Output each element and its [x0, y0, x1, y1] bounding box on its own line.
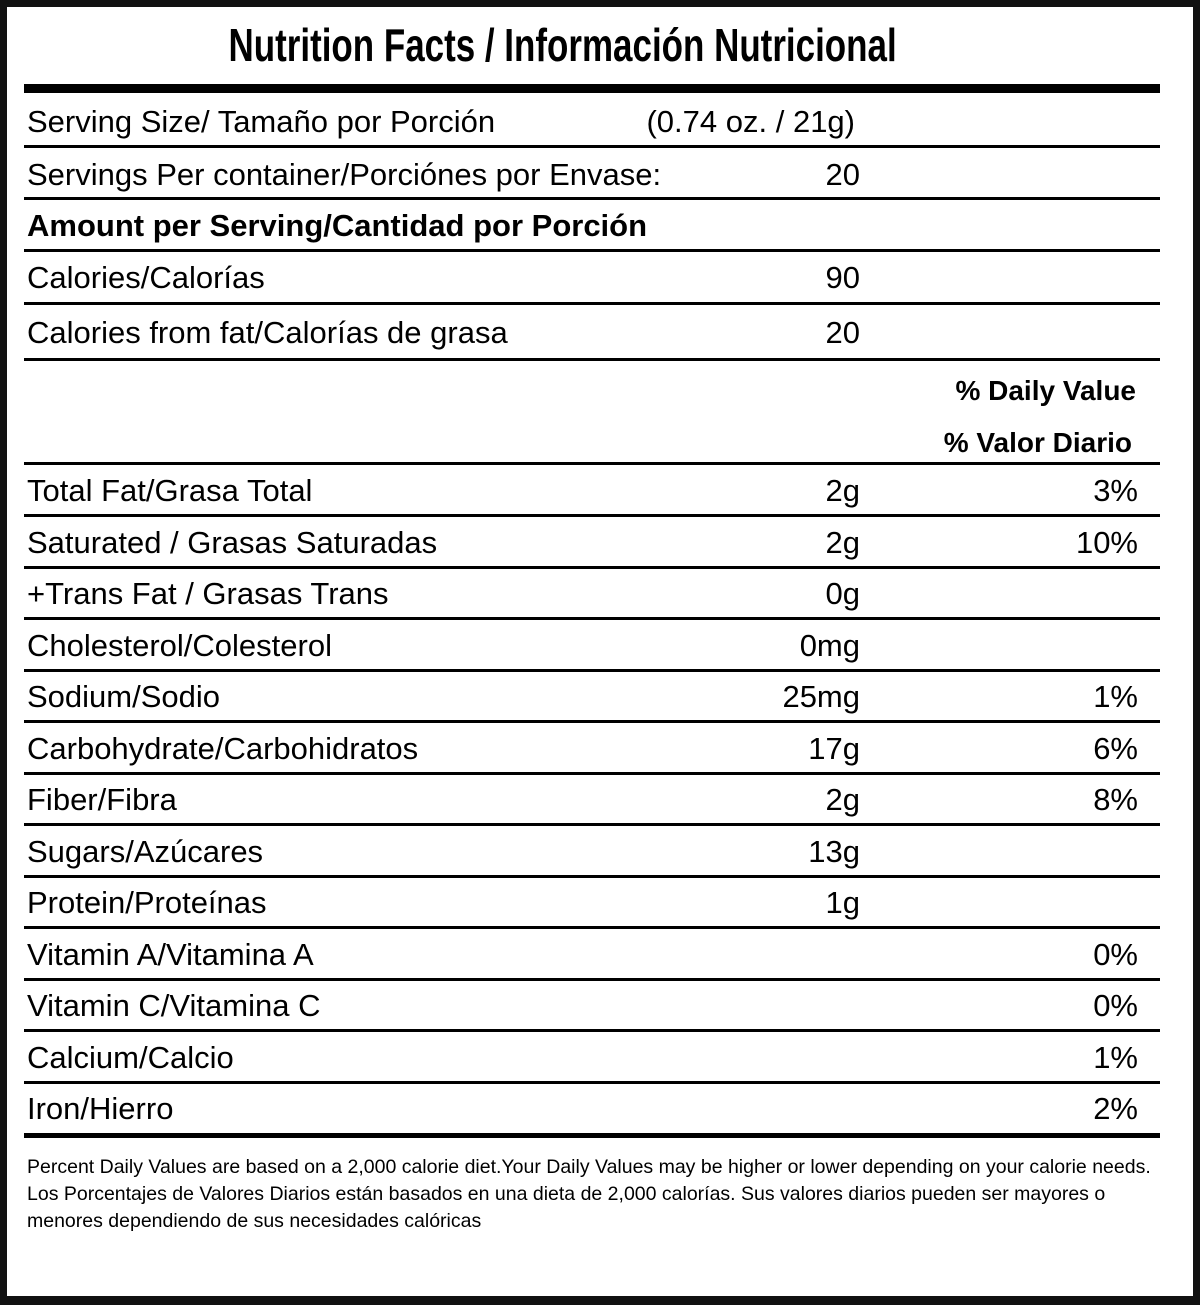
nutrient-label: Iron/Hierro: [27, 1091, 174, 1126]
daily-value-header-en: % Daily Value: [955, 375, 1136, 406]
nutrient-label: Saturated / Grasas Saturadas: [27, 524, 438, 560]
nutrient-row: Sugars/Azúcares 13g: [24, 826, 1160, 876]
nutrient-label: Sugars/Azúcares: [27, 833, 264, 869]
nutrient-label: +Trans Fat / Grasas Trans: [27, 576, 389, 611]
nutrient-row: Iron/Hierro 2%: [24, 1083, 1160, 1133]
nutrient-label: Vitamin A/Vitamina A: [27, 936, 314, 972]
divider: [24, 145, 1160, 148]
divider: [24, 358, 1160, 361]
nutrient-amount: 25mg: [782, 679, 860, 714]
calories-from-fat-label: Calories from fat/Calorías de grasa: [27, 315, 508, 350]
footnote-es: Los Porcentajes de Valores Diarios están…: [27, 1183, 1106, 1232]
nutrient-row: Saturated / Grasas Saturadas 2g 10%: [24, 517, 1160, 567]
divider: [24, 462, 1160, 465]
thick-divider: [24, 84, 1160, 93]
divider: [24, 1029, 1160, 1032]
calories-value: 90: [825, 260, 860, 295]
nutrient-amount: 0mg: [799, 627, 860, 663]
nutrient-row: Protein/Proteínas 1g: [24, 877, 1160, 927]
nutrient-label: Vitamin C/Vitamina C: [27, 988, 321, 1023]
divider: [24, 771, 1160, 775]
nutrient-daily-value: 6%: [1093, 730, 1138, 766]
nutrient-daily-value: 1%: [1093, 679, 1138, 714]
divider: [24, 514, 1160, 517]
amount-header-row: Amount per Serving/Cantidad por Porción: [24, 200, 1160, 250]
divider: [24, 1080, 1160, 1084]
serving-size-label: Serving Size/ Tamaño por Porción: [27, 104, 496, 139]
calories-label: Calories/Calorías: [27, 260, 265, 295]
nutrient-label: Total Fat/Grasa Total: [27, 473, 313, 508]
nutrient-label: Calcium/Calcio: [27, 1039, 234, 1075]
nutrient-amount: 2g: [825, 473, 860, 508]
nutrient-label: Cholesterol/Colesterol: [27, 627, 332, 663]
nutrient-amount: 2g: [825, 782, 860, 817]
footnote-en: Percent Daily Values are based on a 2,00…: [27, 1156, 1151, 1178]
nutrient-row: Total Fat/Grasa Total 2g 3%: [24, 465, 1160, 515]
divider: [24, 249, 1160, 252]
nutrient-amount: 1g: [825, 885, 860, 920]
divider: [24, 617, 1160, 620]
nutrient-daily-value: 2%: [1093, 1091, 1138, 1126]
nutrient-row: Vitamin C/Vitamina C 0%: [24, 980, 1160, 1030]
thick-divider: [24, 1133, 1160, 1138]
nutrient-daily-value: 3%: [1093, 473, 1138, 508]
nutrient-row: Calcium/Calcio 1%: [24, 1032, 1160, 1082]
nutrient-label: Protein/Proteínas: [27, 885, 267, 920]
divider: [24, 302, 1160, 305]
nutrient-daily-value: 8%: [1093, 782, 1138, 817]
footnote: Percent Daily Values are based on a 2,00…: [27, 1154, 1167, 1235]
nutrient-label: Sodium/Sodio: [27, 679, 221, 714]
divider: [24, 565, 1160, 569]
nutrient-row: Carbohydrate/Carbohidratos 17g 6%: [24, 723, 1160, 773]
serving-size-value: (0.74 oz. / 21g): [646, 104, 855, 139]
daily-value-header-es: % Valor Diario: [943, 427, 1132, 458]
divider: [24, 197, 1160, 200]
nutrient-daily-value: 0%: [1093, 936, 1138, 972]
nutrient-amount: 17g: [808, 730, 860, 766]
amount-header: Amount per Serving/Cantidad por Porción: [27, 208, 648, 243]
nutrient-amount: 13g: [808, 833, 860, 869]
serving-size-row: Serving Size/ Tamaño por Porción (0.74 o…: [24, 96, 1160, 146]
nutrient-daily-value: 1%: [1093, 1039, 1138, 1075]
servings-value: 20: [825, 157, 860, 192]
calories-from-fat-value: 20: [825, 315, 860, 350]
title-text: Nutrition Facts / Información Nutriciona…: [228, 19, 897, 71]
divider: [24, 668, 1160, 672]
divider: [24, 874, 1160, 878]
nutrient-row: Vitamin A/Vitamina A 0%: [24, 929, 1160, 979]
nutrient-amount: 2g: [825, 524, 860, 560]
nutrient-label: Carbohydrate/Carbohidratos: [27, 730, 419, 766]
nutrient-row: +Trans Fat / Grasas Trans 0g: [24, 568, 1160, 618]
nutrient-row: Cholesterol/Colesterol 0mg: [24, 620, 1160, 670]
calories-row: Calories/Calorías 90: [24, 252, 1160, 302]
nutrient-row: Sodium/Sodio 25mg 1%: [24, 671, 1160, 721]
nutrient-row: Fiber/Fibra 2g 8%: [24, 774, 1160, 824]
label-title: Nutrition Facts / Información Nutriciona…: [0, 18, 1125, 72]
nutrient-daily-value: 0%: [1093, 988, 1138, 1023]
divider: [24, 977, 1160, 981]
calories-from-fat-row: Calories from fat/Calorías de grasa 20: [24, 307, 1160, 357]
nutrient-daily-value: 10%: [1075, 524, 1138, 560]
divider: [24, 926, 1160, 929]
nutrient-label: Fiber/Fibra: [27, 782, 177, 817]
servings-per-container-row: Servings Per container/Porciónes por Env…: [24, 149, 1160, 199]
servings-label: Servings Per container/Porciónes por Env…: [27, 157, 662, 192]
divider: [24, 823, 1160, 826]
divider: [24, 720, 1160, 723]
nutrient-amount: 0g: [825, 576, 860, 611]
